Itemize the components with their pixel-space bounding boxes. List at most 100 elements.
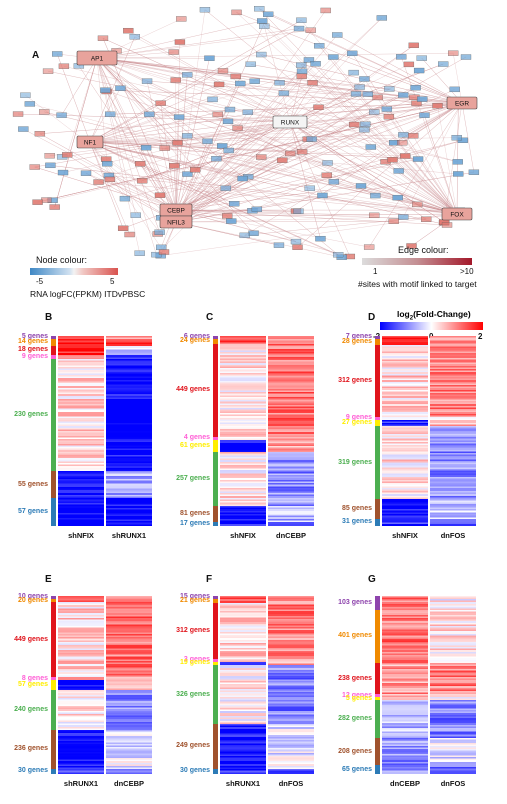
gene-node [144, 111, 155, 117]
gene-node [97, 35, 109, 41]
gene-node [245, 61, 256, 67]
cluster-bar [375, 697, 380, 701]
network-edge [175, 221, 280, 246]
network-edge [326, 175, 458, 215]
network-edge [61, 57, 98, 116]
network-edge [175, 129, 365, 211]
gene-node [80, 170, 92, 176]
cluster-bar [51, 689, 56, 730]
network-edge [25, 95, 177, 211]
network-edge [307, 138, 458, 215]
gene-node [273, 242, 285, 248]
cluster-gene-count: 103 genes [338, 598, 372, 606]
heatmap-block [106, 354, 152, 359]
network-edge [413, 135, 458, 215]
network-edge [258, 8, 458, 215]
gene-node [124, 231, 135, 238]
network-edge [175, 58, 210, 211]
cluster-gene-count: 24 genes [180, 337, 210, 345]
cluster-gene-count: 7 genes [345, 333, 372, 341]
gene-node [332, 252, 344, 258]
network-edge [175, 34, 338, 223]
gene-node [397, 140, 408, 146]
heatmap-block [430, 662, 476, 695]
network-edge [364, 78, 458, 215]
gene-node [170, 77, 181, 83]
regulatory-network: AP1 EGR RUNX NF1 CEBP NFIL3 FOX [12, 6, 480, 260]
hub-label: EGR [455, 101, 469, 108]
network-edge [175, 216, 404, 223]
hub-node-nfil3: NFIL3 [159, 215, 193, 229]
heatmap-block [268, 343, 314, 437]
gene-node [417, 96, 428, 102]
gene-node [315, 235, 326, 242]
network-edge [175, 9, 206, 223]
network-edge [290, 153, 458, 215]
heatmap-block [220, 602, 266, 659]
network-edge [78, 65, 177, 211]
gene-node [396, 54, 407, 60]
network-edge [89, 141, 126, 199]
cluster-gene-count: 9 genes [21, 352, 48, 360]
network-edge [89, 109, 231, 143]
cluster-bar [213, 439, 218, 453]
gene-node [296, 68, 308, 75]
gene-node [412, 201, 423, 208]
network-edge [106, 158, 177, 211]
heatmap-block [430, 700, 476, 738]
network-edge [96, 30, 311, 59]
hub-label: CEBP [167, 208, 185, 215]
heatmap-column-label: dnFOS [440, 531, 466, 540]
network-edge [96, 57, 108, 164]
gene-node [392, 194, 403, 201]
gene-node [372, 94, 383, 101]
gene-node [242, 109, 254, 115]
network-edge [175, 140, 463, 223]
cluster-gene-count: 449 genes [14, 635, 48, 643]
edge-colorbar-min: 1 [373, 267, 378, 276]
gene-node [222, 213, 233, 219]
cluster-bar [375, 426, 380, 500]
heatmap-column-label: dnFOS [278, 779, 304, 788]
heatmap-block [268, 596, 314, 599]
network-edge [139, 163, 177, 211]
network-edge [89, 141, 310, 189]
network-edge [318, 45, 458, 215]
gene-node [296, 62, 307, 68]
network-edge [398, 170, 458, 215]
network-edge [301, 20, 458, 215]
gene-node [204, 55, 215, 61]
network-edge [89, 36, 136, 143]
network-edge [160, 103, 177, 211]
cluster-gene-count: 30 genes [180, 767, 210, 775]
gene-node [256, 18, 268, 24]
gene-node [355, 183, 367, 189]
cluster-bar [375, 345, 380, 417]
cluster-gene-count: 6 genes [183, 333, 210, 341]
cluster-gene-count: 17 genes [180, 520, 210, 528]
network-edge [175, 59, 310, 223]
gene-node [202, 138, 213, 144]
hub-box [441, 207, 473, 221]
cluster-gene-count: 257 genes [176, 475, 210, 483]
heatmap-block [382, 609, 428, 663]
cluster-gene-count: 240 genes [14, 705, 48, 713]
panel-letter-e: E [45, 574, 52, 585]
gene-node [296, 73, 307, 79]
cluster-bar [375, 596, 380, 610]
hub-node-runx: RUNX [272, 115, 308, 129]
panel-letter-c: C [206, 312, 214, 323]
gene-node [387, 157, 398, 163]
network-edge [333, 56, 463, 104]
heatmap-block [430, 416, 476, 420]
heatmap-column-label: shNFIX [392, 531, 418, 540]
heatmap-block [268, 768, 314, 774]
network-edge [96, 57, 208, 142]
heatmap-column-label: dnCEBP [114, 779, 144, 788]
heatmap-block [220, 452, 266, 506]
network-edge [89, 141, 371, 148]
gene-node [20, 92, 31, 98]
network-edge [236, 12, 458, 215]
gene-node [384, 86, 395, 92]
heatmap-block [220, 723, 266, 769]
